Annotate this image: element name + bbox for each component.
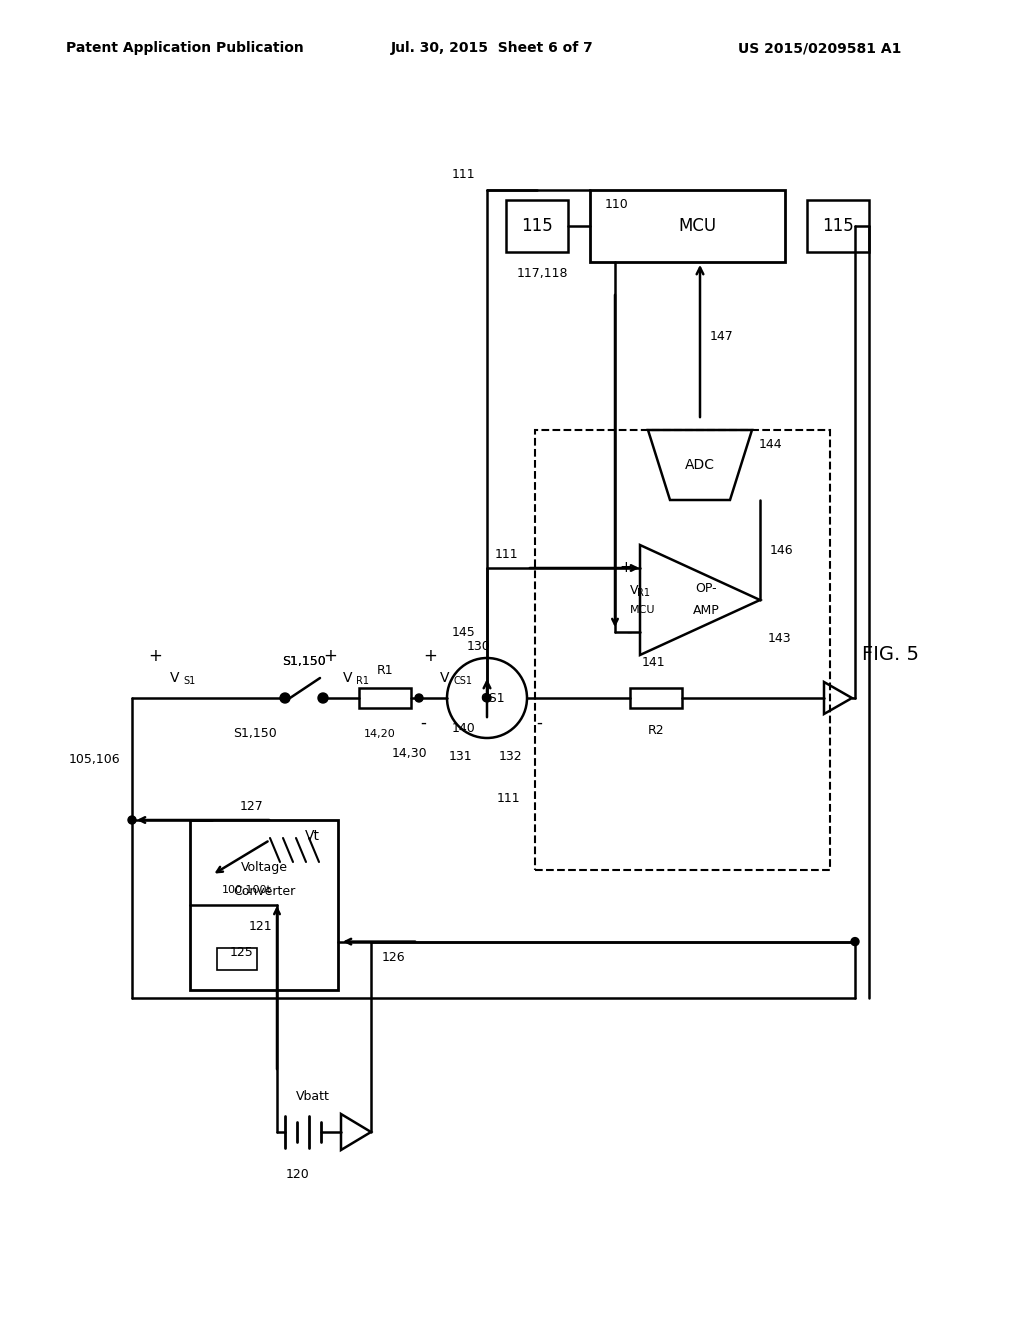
- Text: 141: 141: [642, 656, 666, 669]
- Text: +: +: [423, 647, 437, 665]
- Bar: [190, 820, 338, 990]
- Text: +: +: [620, 561, 632, 576]
- Text: -: -: [420, 714, 426, 733]
- Text: 115: 115: [822, 216, 854, 235]
- Text: 111: 111: [497, 792, 520, 804]
- Text: Vt: Vt: [305, 829, 319, 843]
- Text: MCU: MCU: [679, 216, 717, 235]
- Text: +: +: [148, 647, 162, 665]
- Text: 143: 143: [768, 631, 792, 644]
- Text: 115: 115: [521, 216, 553, 235]
- Text: R1: R1: [637, 587, 650, 598]
- Text: Patent Application Publication: Patent Application Publication: [67, 41, 304, 55]
- Text: R1: R1: [356, 676, 369, 686]
- Text: R1: R1: [377, 664, 393, 676]
- Text: OP-: OP-: [695, 582, 717, 594]
- Circle shape: [447, 657, 527, 738]
- Text: 145: 145: [452, 627, 475, 639]
- Text: 146: 146: [770, 544, 794, 557]
- Text: MCU: MCU: [630, 605, 655, 615]
- Circle shape: [483, 694, 490, 702]
- Text: S1: S1: [183, 676, 196, 686]
- Bar: [359, 688, 411, 708]
- Text: 120: 120: [286, 1167, 310, 1180]
- Text: US 2015/0209581 A1: US 2015/0209581 A1: [738, 41, 902, 55]
- Text: -: -: [536, 714, 542, 733]
- Text: 14,30: 14,30: [391, 747, 427, 759]
- Text: V: V: [440, 671, 450, 685]
- Text: FIG. 5: FIG. 5: [861, 645, 919, 664]
- Text: 110: 110: [605, 198, 629, 210]
- Text: 140: 140: [452, 722, 475, 734]
- Text: 132: 132: [499, 750, 522, 763]
- Text: 127: 127: [240, 800, 264, 813]
- Circle shape: [415, 694, 423, 702]
- Bar: [506, 201, 568, 252]
- Text: -: -: [627, 624, 632, 639]
- Text: 131: 131: [449, 750, 472, 763]
- Bar: [535, 430, 830, 870]
- Text: S1,150: S1,150: [233, 727, 278, 741]
- Text: +: +: [323, 647, 337, 665]
- Text: Jul. 30, 2015  Sheet 6 of 7: Jul. 30, 2015 Sheet 6 of 7: [390, 41, 593, 55]
- Text: V: V: [630, 583, 639, 597]
- Circle shape: [851, 937, 859, 945]
- Text: 144: 144: [758, 438, 781, 451]
- Text: CS1: CS1: [453, 676, 472, 686]
- Text: AMP: AMP: [692, 603, 720, 616]
- Text: S1,150: S1,150: [283, 656, 326, 668]
- Text: Converter: Converter: [232, 884, 295, 898]
- Text: ADC: ADC: [685, 458, 715, 473]
- Text: 117,118: 117,118: [516, 268, 567, 281]
- Text: 125: 125: [230, 946, 254, 960]
- Text: Vbatt: Vbatt: [296, 1089, 330, 1102]
- Circle shape: [280, 693, 290, 704]
- Text: 14,20: 14,20: [365, 729, 396, 739]
- Text: Voltage: Voltage: [241, 861, 288, 874]
- Bar: [630, 688, 682, 708]
- Text: V: V: [170, 671, 180, 685]
- Circle shape: [318, 693, 328, 704]
- Text: 147: 147: [710, 330, 734, 342]
- Text: 130: 130: [467, 639, 490, 652]
- Text: R2: R2: [648, 723, 665, 737]
- Bar: [807, 201, 869, 252]
- Text: 111: 111: [495, 548, 518, 561]
- Circle shape: [128, 816, 136, 824]
- Text: CS1: CS1: [480, 692, 505, 705]
- Text: 105,106: 105,106: [69, 752, 120, 766]
- Text: 126: 126: [381, 952, 404, 964]
- Text: 111: 111: [452, 168, 475, 181]
- Text: V: V: [343, 671, 352, 685]
- Text: S1,150: S1,150: [283, 656, 326, 668]
- Text: 100,100t: 100,100t: [222, 884, 272, 895]
- Bar: [217, 948, 257, 970]
- Bar: [590, 190, 785, 261]
- Text: 121: 121: [249, 920, 272, 933]
